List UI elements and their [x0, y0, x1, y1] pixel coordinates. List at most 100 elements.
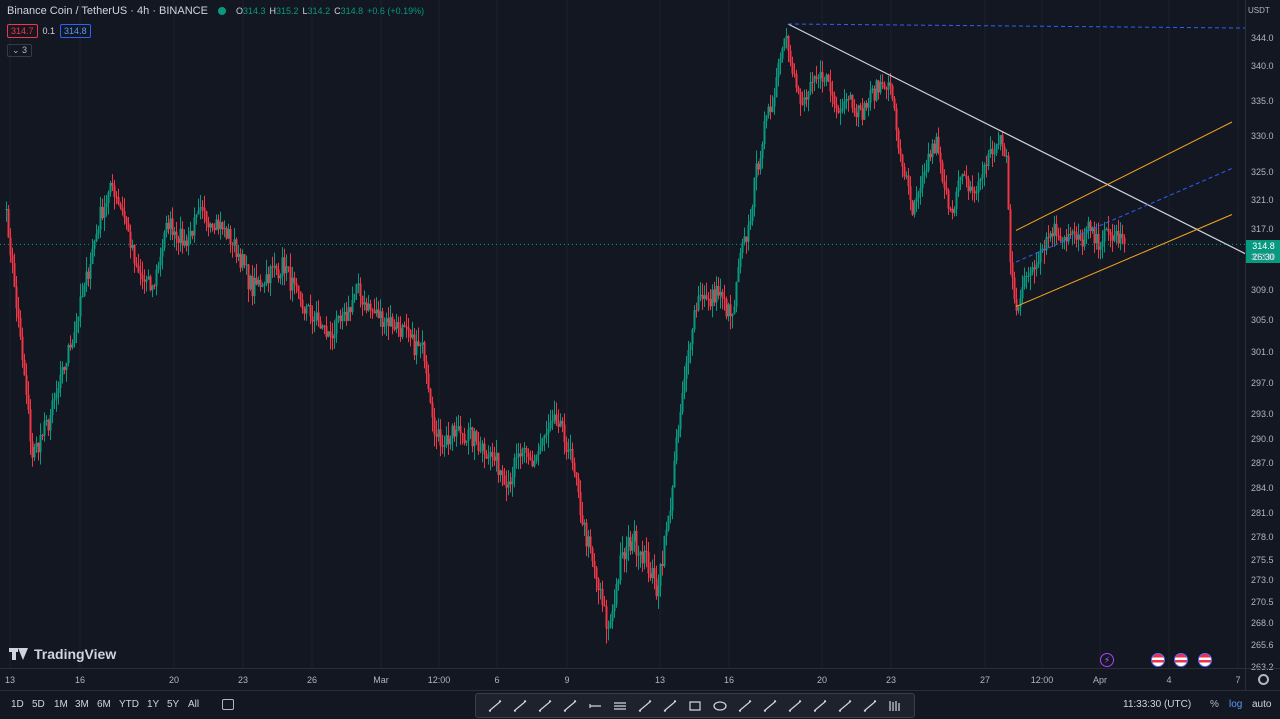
candle-body	[749, 221, 752, 225]
candle-body	[341, 314, 344, 322]
us-flag-icon[interactable]	[1198, 653, 1212, 667]
candle-body	[249, 275, 252, 290]
candle-body	[1047, 237, 1050, 239]
long-position-icon[interactable]	[837, 699, 853, 713]
timeframe-all[interactable]: All	[188, 699, 200, 710]
arrow-marker-icon[interactable]	[737, 699, 753, 713]
candle-body	[859, 105, 862, 109]
candle-body	[401, 324, 404, 337]
candle-body	[199, 207, 202, 211]
symbol-legend[interactable]: Binance Coin / TetherUS · 4h · BINANCE O…	[7, 5, 424, 17]
ellipse-icon[interactable]	[712, 699, 728, 713]
price-tick: 287.0	[1251, 458, 1274, 468]
fib-fan-icon[interactable]	[662, 699, 678, 713]
tradingview-logo[interactable]: TradingView	[9, 646, 116, 662]
candle-body	[789, 50, 792, 63]
timeframe-1m[interactable]: 1M	[54, 699, 68, 710]
candle-body	[363, 302, 366, 305]
candle-body	[1089, 221, 1092, 232]
auto-scale-toggle[interactable]: auto	[1252, 699, 1272, 710]
bolt-icon[interactable]: ⚡	[1100, 653, 1114, 667]
gear-icon[interactable]	[1258, 674, 1269, 685]
candle-body	[601, 589, 604, 605]
candle-body	[327, 331, 330, 337]
date-range-icon[interactable]	[787, 699, 803, 713]
candle-body	[827, 74, 830, 82]
candle-body	[207, 221, 210, 228]
candle-body	[875, 80, 878, 101]
candle-body	[113, 185, 116, 197]
timeframe-5d[interactable]: 5D	[32, 699, 45, 710]
candle-body	[863, 103, 866, 120]
horizontal-ray-icon[interactable]	[587, 699, 603, 713]
candle-body	[837, 108, 840, 113]
candle-body	[671, 487, 674, 511]
price-range-icon[interactable]	[812, 699, 828, 713]
candle-body	[1041, 248, 1044, 251]
candle-body	[195, 214, 198, 218]
us-flag-icon[interactable]	[1151, 653, 1165, 667]
candle-body	[273, 265, 276, 268]
candle-body	[583, 522, 586, 525]
timeframe-3m[interactable]: 3M	[75, 699, 89, 710]
timeframe-ytd[interactable]: YTD	[119, 699, 139, 710]
candle-body	[1097, 233, 1100, 250]
timeframe-6m[interactable]: 6M	[97, 699, 111, 710]
flag-marker-icon[interactable]	[762, 699, 778, 713]
candle-body	[665, 529, 668, 536]
timeframe-1d[interactable]: 1D	[11, 699, 24, 710]
candle-body	[1059, 236, 1062, 241]
currency-unit[interactable]: USDT	[1248, 6, 1270, 15]
candle-body	[1123, 237, 1126, 245]
bars-pattern-icon[interactable]	[887, 699, 903, 713]
log-scale-toggle[interactable]: log	[1229, 699, 1243, 710]
short-position-icon[interactable]	[862, 699, 878, 713]
info-line-icon[interactable]	[562, 699, 578, 713]
price-chart[interactable]	[0, 0, 1245, 668]
candle-body	[23, 359, 26, 376]
candle-body	[559, 420, 562, 427]
candle-body	[811, 82, 814, 84]
sell-button[interactable]: 314.7	[7, 24, 38, 38]
extended-line-icon[interactable]	[537, 699, 553, 713]
candle-body	[1091, 227, 1094, 232]
candle-body	[477, 441, 480, 451]
candle-body	[797, 87, 800, 92]
percent-scale-toggle[interactable]: %	[1210, 699, 1219, 710]
candle-body	[491, 451, 494, 457]
symbol-title[interactable]: Binance Coin / TetherUS · 4h · BINANCE	[7, 5, 208, 17]
candle-body	[1117, 230, 1120, 244]
time-tick: 9	[564, 675, 570, 685]
regression-icon[interactable]	[637, 699, 653, 713]
rectangle-icon[interactable]	[687, 699, 703, 713]
candle-body	[605, 606, 608, 629]
indicators-toggle[interactable]: ⌄ 3	[7, 44, 33, 57]
candle-body	[613, 604, 616, 612]
utc-clock[interactable]: 11:33:30 (UTC)	[1123, 699, 1192, 710]
drawings[interactable]	[787, 23, 1245, 307]
candle-body	[1071, 231, 1074, 235]
timeframe-5y[interactable]: 5Y	[167, 699, 180, 710]
candle-body	[171, 218, 174, 235]
candle-body	[867, 102, 870, 108]
us-flag-icon[interactable]	[1174, 653, 1188, 667]
time-axis[interactable]: 13 16 20 23 26 Mar 12:00 6 9 13 16 20 23 27 12:00 Apr 4 7	[0, 668, 1245, 690]
parallel-channel-icon[interactable]	[612, 699, 628, 713]
date-range-icon[interactable]	[222, 699, 234, 710]
candle-body	[505, 484, 508, 488]
candle-body	[493, 456, 496, 461]
candle-body	[843, 101, 846, 109]
candle-body	[585, 522, 588, 547]
ray-icon[interactable]	[512, 699, 528, 713]
price-tick: 268.0	[1251, 618, 1274, 628]
buy-button[interactable]: 314.8	[60, 24, 91, 38]
timeframe-1y[interactable]: 1Y	[147, 699, 160, 710]
price-axis[interactable]: USDT 314.8 26:30 344.0 340.0 335.0 330.0 325…	[1245, 0, 1280, 672]
candle-body	[1007, 155, 1010, 210]
price-tick: 281.0	[1251, 508, 1274, 518]
candle-body	[569, 449, 572, 451]
trend-angle-icon[interactable]	[487, 699, 503, 713]
candle-body	[1101, 241, 1104, 247]
candle-body	[525, 448, 528, 453]
candle-body	[901, 154, 904, 167]
